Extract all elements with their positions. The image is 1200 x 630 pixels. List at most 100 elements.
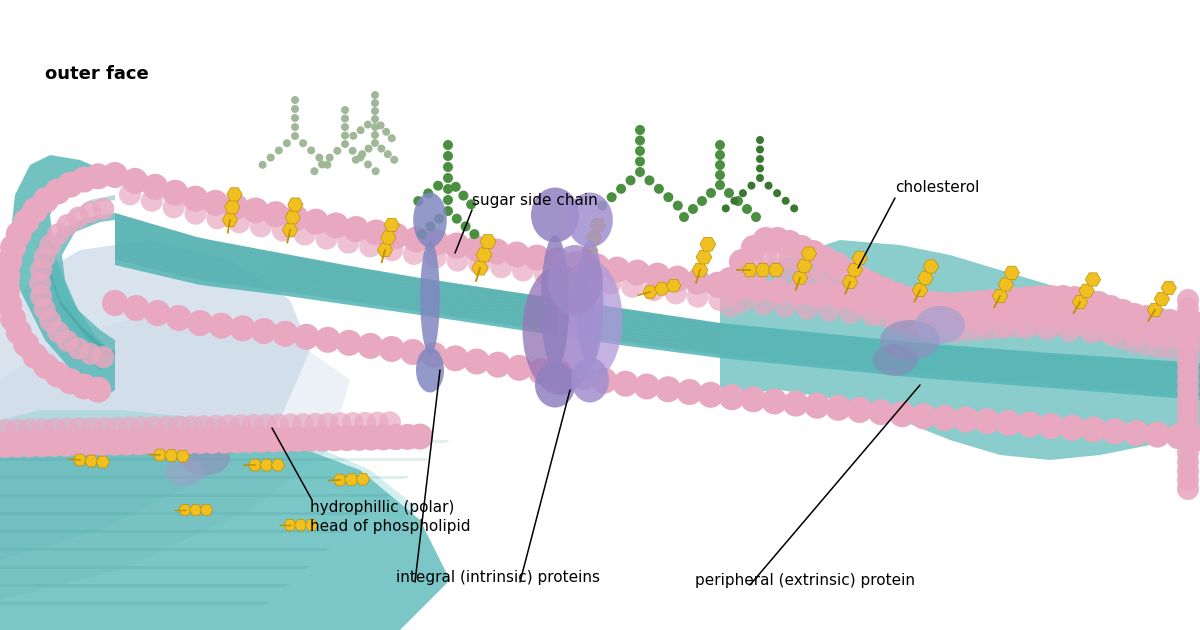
Circle shape (266, 154, 275, 162)
Polygon shape (802, 247, 816, 260)
Polygon shape (0, 566, 310, 569)
Circle shape (424, 188, 433, 198)
Circle shape (65, 430, 91, 457)
Circle shape (605, 256, 630, 283)
Circle shape (826, 269, 848, 291)
Circle shape (187, 310, 214, 336)
Circle shape (622, 276, 643, 298)
Circle shape (788, 235, 815, 261)
Polygon shape (0, 410, 420, 520)
Circle shape (443, 184, 454, 194)
Polygon shape (655, 283, 670, 295)
Circle shape (836, 259, 862, 285)
Circle shape (341, 132, 349, 139)
Polygon shape (582, 243, 598, 256)
Circle shape (780, 261, 799, 281)
Polygon shape (286, 210, 300, 224)
Polygon shape (48, 195, 115, 358)
Circle shape (34, 298, 55, 320)
Circle shape (512, 260, 534, 282)
Polygon shape (692, 263, 708, 277)
Circle shape (946, 295, 972, 321)
Circle shape (955, 291, 980, 317)
Circle shape (715, 170, 725, 180)
Circle shape (371, 123, 379, 131)
Circle shape (791, 204, 798, 212)
Circle shape (958, 322, 978, 342)
Circle shape (217, 415, 240, 437)
Polygon shape (0, 458, 430, 461)
Circle shape (776, 230, 803, 256)
Circle shape (1177, 460, 1199, 482)
Circle shape (1124, 334, 1145, 354)
Polygon shape (344, 474, 359, 486)
Circle shape (673, 200, 683, 210)
Circle shape (1111, 316, 1134, 338)
Circle shape (1177, 316, 1199, 338)
Circle shape (379, 411, 401, 433)
Ellipse shape (541, 235, 569, 370)
Circle shape (949, 312, 971, 334)
Circle shape (32, 353, 59, 379)
Circle shape (469, 229, 480, 239)
Circle shape (1067, 304, 1092, 330)
Circle shape (1135, 322, 1157, 344)
Polygon shape (115, 220, 1200, 371)
Circle shape (768, 258, 787, 278)
Circle shape (92, 346, 114, 368)
Circle shape (600, 273, 622, 295)
Circle shape (79, 201, 102, 223)
Circle shape (1014, 286, 1040, 312)
Circle shape (887, 313, 906, 333)
Circle shape (907, 289, 934, 315)
Circle shape (19, 418, 41, 440)
Polygon shape (222, 214, 238, 227)
Circle shape (44, 362, 71, 387)
Polygon shape (288, 198, 304, 211)
Circle shape (336, 330, 362, 356)
Circle shape (1177, 478, 1199, 500)
Circle shape (654, 184, 664, 194)
Polygon shape (792, 272, 808, 285)
Circle shape (1074, 288, 1099, 314)
Circle shape (32, 187, 59, 213)
Circle shape (352, 156, 360, 164)
Circle shape (931, 292, 958, 318)
Circle shape (1187, 425, 1200, 451)
Polygon shape (115, 216, 1200, 369)
Circle shape (1086, 306, 1112, 331)
Circle shape (846, 286, 871, 312)
Circle shape (41, 431, 67, 457)
Circle shape (724, 188, 734, 198)
Circle shape (268, 413, 289, 435)
Circle shape (1016, 303, 1038, 325)
Circle shape (254, 414, 277, 436)
Circle shape (980, 306, 1003, 328)
Circle shape (1121, 303, 1147, 329)
Circle shape (388, 134, 396, 142)
Circle shape (635, 146, 646, 156)
Circle shape (229, 316, 256, 341)
Circle shape (697, 196, 707, 206)
Circle shape (166, 305, 192, 331)
Circle shape (444, 232, 469, 258)
Circle shape (803, 257, 824, 279)
Circle shape (803, 271, 823, 291)
Circle shape (886, 290, 912, 316)
Circle shape (403, 243, 425, 265)
Circle shape (298, 426, 323, 452)
Polygon shape (797, 259, 812, 272)
Text: cholesterol: cholesterol (895, 180, 979, 195)
Circle shape (817, 300, 840, 322)
Circle shape (228, 211, 250, 233)
Circle shape (910, 306, 931, 328)
Text: sugar side chain: sugar side chain (472, 193, 598, 208)
Circle shape (1177, 307, 1199, 329)
Circle shape (114, 430, 140, 455)
Circle shape (850, 283, 872, 305)
Ellipse shape (420, 240, 440, 355)
Circle shape (791, 252, 812, 274)
Circle shape (838, 276, 860, 298)
Circle shape (1177, 451, 1199, 473)
Polygon shape (1162, 282, 1176, 295)
